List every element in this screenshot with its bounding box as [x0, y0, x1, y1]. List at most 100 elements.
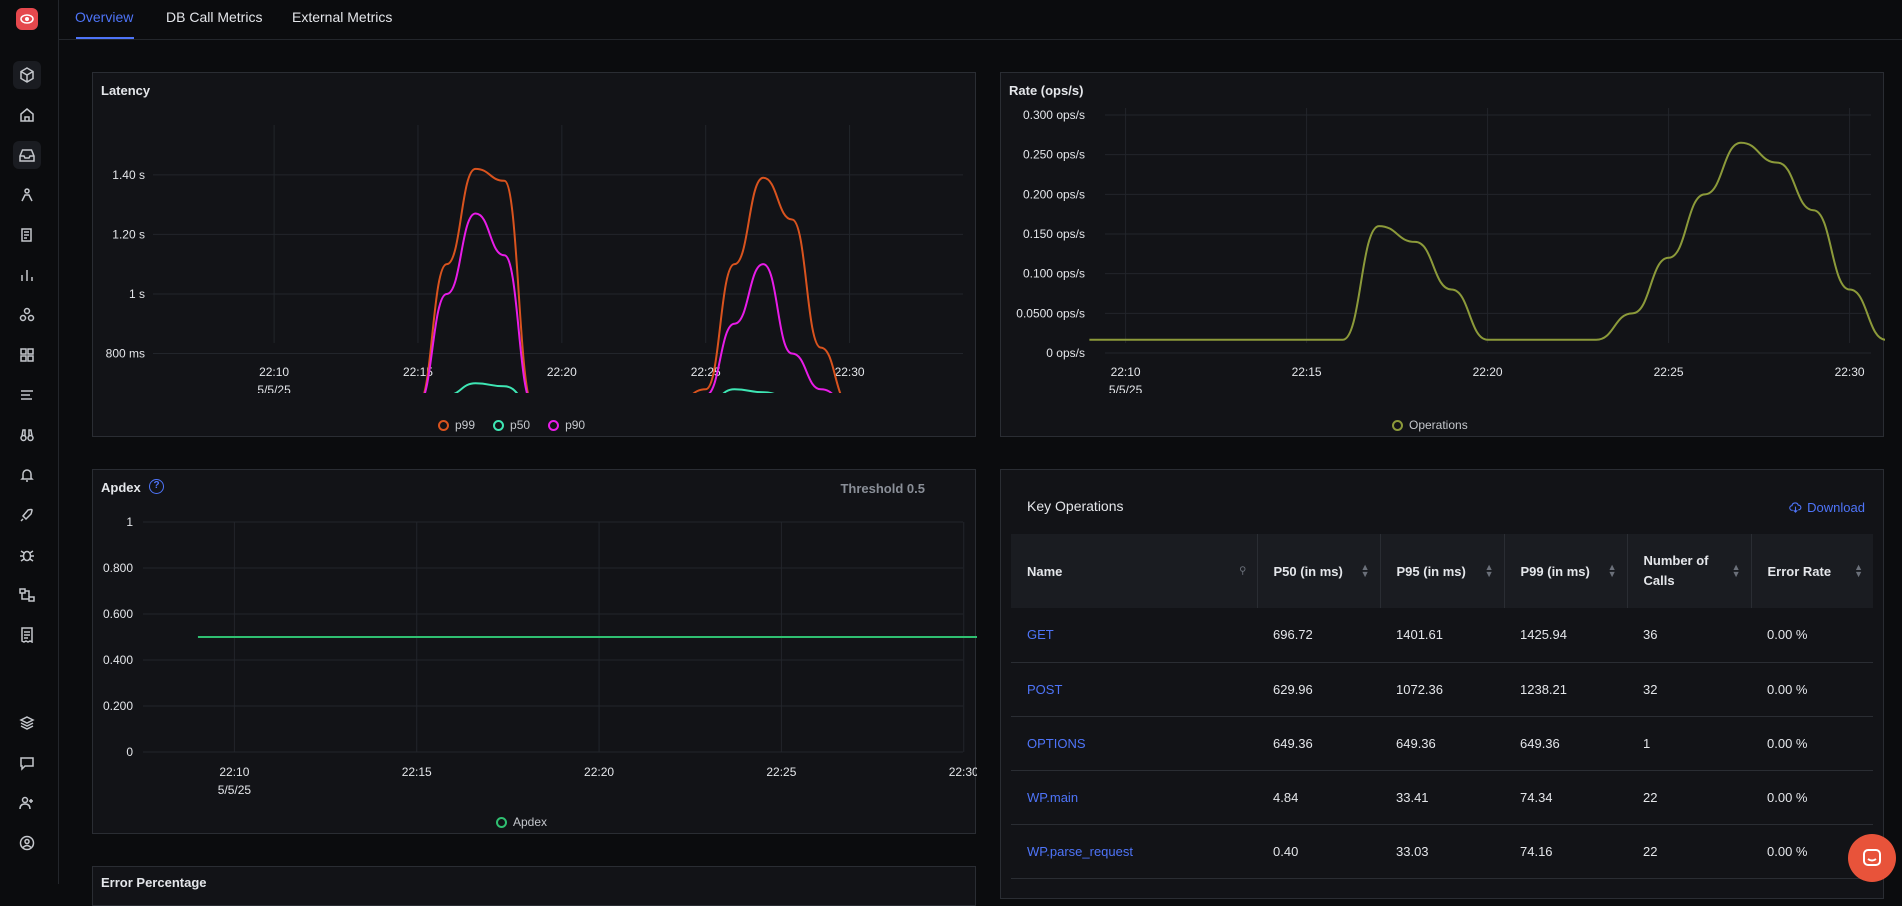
y-tick-label: 0 ops/s: [1046, 346, 1085, 360]
y-tick-label: 0.400: [103, 653, 133, 667]
apdex-panel: Apdex ? Threshold 0.5 22:10 5/5/25 22:15 22…: [92, 469, 977, 834]
x-tick-label: 22:30: [1835, 365, 1865, 379]
calls-cell: 32: [1627, 662, 1751, 717]
x-tick-label: 22:10: [259, 365, 289, 379]
rate-chart[interactable]: 22:105/5/2522:1522:2022:2522:3022:350.30…: [1001, 73, 1885, 393]
chat-support-button[interactable]: [1848, 834, 1896, 882]
legend-p50[interactable]: p50: [493, 418, 530, 432]
table-header-row: Name ⚲ P50 (in ms) ▲ ▼ P95 (in ms) ▲ ▼ P99 (i…: [1011, 534, 1873, 608]
sort-icon: ▲ ▼: [1854, 562, 1863, 579]
y-tick-label: 1.40 s: [112, 168, 145, 182]
sort-icon: ▲ ▼: [1607, 562, 1617, 579]
y-tick-label: 0.100 ops/s: [1023, 267, 1085, 281]
y-tick-label: 800 ms: [106, 347, 145, 361]
key-operations-table: Name ⚲ P50 (in ms) ▲ ▼ P95 (in ms) ▲ ▼ P99 (i…: [1011, 534, 1873, 879]
y-tick-label: 0: [126, 745, 133, 759]
search-icon: ⚲: [1239, 565, 1247, 577]
latency-panel: Latency 22:105/5/2522:1522:2022:2522:302…: [92, 72, 976, 437]
latency-chart[interactable]: 22:105/5/2522:1522:2022:2522:3022:351.40…: [93, 73, 977, 393]
table-row[interactable]: WP.parse_request 0.40 33.03 74.16 22 0.00 %: [1011, 824, 1873, 879]
message-icon[interactable]: [13, 749, 41, 777]
y-tick-label: 0.800: [103, 561, 133, 575]
x-tick-label: 22:20: [1473, 365, 1503, 379]
x-tick-label: 22:20: [547, 365, 577, 379]
op-name[interactable]: OPTIONS: [1011, 716, 1257, 771]
op-name[interactable]: WP.main: [1011, 770, 1257, 825]
rate-legend: Operations: [1392, 418, 1468, 432]
tab-external-metrics[interactable]: External Metrics: [292, 9, 393, 25]
rocket-icon[interactable]: [13, 501, 41, 529]
table-row[interactable]: GET 696.72 1401.61 1425.94 36 0.00 %: [1011, 608, 1873, 663]
layers-icon[interactable]: [13, 709, 41, 737]
p95-cell: 649.36: [1380, 716, 1504, 771]
p95-cell: 1401.61: [1380, 608, 1504, 663]
p99-cell: 1425.94: [1504, 608, 1627, 663]
x-tick-sublabel: 5/5/25: [257, 383, 291, 393]
col-p99[interactable]: P99 (in ms) ▲ ▼: [1504, 534, 1628, 608]
rate-panel: Rate (ops/s) 22:10 5/5/25 22:15 22:20 22:25 2…: [1000, 72, 1885, 437]
bar-chart-icon[interactable]: [13, 261, 41, 289]
apdex-chart[interactable]: 22:105/5/2522:1522:2022:2522:3022:3510.8…: [93, 470, 977, 800]
table-row[interactable]: POST 629.96 1072.36 1238.21 32 0.00 %: [1011, 662, 1873, 717]
nodes-icon[interactable]: [13, 301, 41, 329]
legend-p90[interactable]: p90: [548, 418, 585, 432]
col-name[interactable]: Name ⚲: [1011, 534, 1258, 608]
p99-cell: 649.36: [1504, 716, 1627, 771]
y-tick-label: 0.300 ops/s: [1023, 108, 1085, 122]
y-tick-label: 1 s: [129, 287, 145, 301]
cube-icon[interactable]: [13, 61, 41, 89]
legend-operations[interactable]: Operations: [1392, 418, 1468, 432]
receipt-icon[interactable]: [13, 621, 41, 649]
col-p50[interactable]: P50 (in ms) ▲ ▼: [1257, 534, 1381, 608]
x-tick-label: 22:30: [835, 365, 865, 379]
y-tick-label: 0.200 ops/s: [1023, 187, 1085, 201]
tab-bar: Overview DB Call Metrics External Metric…: [59, 0, 1902, 40]
flow-icon[interactable]: [13, 581, 41, 609]
error-rate-cell: 0.00 %: [1751, 662, 1873, 717]
sort-icon: ▲ ▼: [1360, 562, 1370, 579]
user-circle-icon[interactable]: [13, 829, 41, 857]
inbox-icon[interactable]: [13, 141, 41, 169]
col-error-rate[interactable]: Error Rate ▲ ▼: [1767, 562, 1864, 579]
y-tick-label: 0.150 ops/s: [1023, 227, 1085, 241]
calls-cell: 1: [1627, 716, 1751, 771]
binoculars-icon[interactable]: [13, 421, 41, 449]
user-add-icon[interactable]: [13, 789, 41, 817]
x-tick-label: 22:25: [766, 765, 796, 779]
col-calls[interactable]: Number of Calls ▲ ▼: [1627, 534, 1752, 608]
bug-icon[interactable]: [13, 541, 41, 569]
app-logo-icon[interactable]: [16, 8, 38, 30]
x-tick-label: 22:10: [219, 765, 249, 779]
op-name[interactable]: WP.parse_request: [1011, 824, 1257, 879]
bell-icon[interactable]: [13, 461, 41, 489]
sidebar: [0, 0, 59, 884]
latency-title: Latency: [101, 83, 151, 98]
p50-cell: 4.84: [1257, 770, 1380, 825]
home-icon[interactable]: [13, 101, 41, 129]
tab-overview[interactable]: Overview: [75, 9, 134, 25]
x-tick-label: 22:20: [584, 765, 614, 779]
calls-cell: 22: [1627, 824, 1751, 879]
p95-cell: 1072.36: [1380, 662, 1504, 717]
apdex-title: Apdex: [101, 480, 141, 495]
legend-apdex[interactable]: Apdex: [496, 815, 547, 829]
calls-cell: 22: [1627, 770, 1751, 825]
p99-cell: 74.34: [1504, 770, 1627, 825]
download-button[interactable]: Download: [1789, 500, 1865, 515]
user-pin-icon[interactable]: [13, 181, 41, 209]
book-icon[interactable]: [13, 221, 41, 249]
legend-p99[interactable]: p99: [438, 418, 475, 432]
x-tick-sublabel: 5/5/25: [218, 783, 252, 797]
y-tick-label: 0.250 ops/s: [1023, 148, 1085, 162]
table-row[interactable]: WP.main 4.84 33.41 74.34 22 0.00 %: [1011, 770, 1873, 825]
op-name[interactable]: GET: [1011, 608, 1257, 663]
help-icon[interactable]: ?: [149, 479, 164, 494]
list-icon[interactable]: [13, 381, 41, 409]
tab-db-call-metrics[interactable]: DB Call Metrics: [166, 9, 263, 25]
grid-icon[interactable]: [13, 341, 41, 369]
op-name[interactable]: POST: [1011, 662, 1257, 717]
table-row[interactable]: OPTIONS 649.36 649.36 649.36 1 0.00 %: [1011, 716, 1873, 771]
y-tick-label: 1: [126, 515, 133, 529]
col-p95[interactable]: P95 (in ms) ▲ ▼: [1380, 534, 1505, 608]
sort-icon: ▲ ▼: [1484, 562, 1494, 579]
